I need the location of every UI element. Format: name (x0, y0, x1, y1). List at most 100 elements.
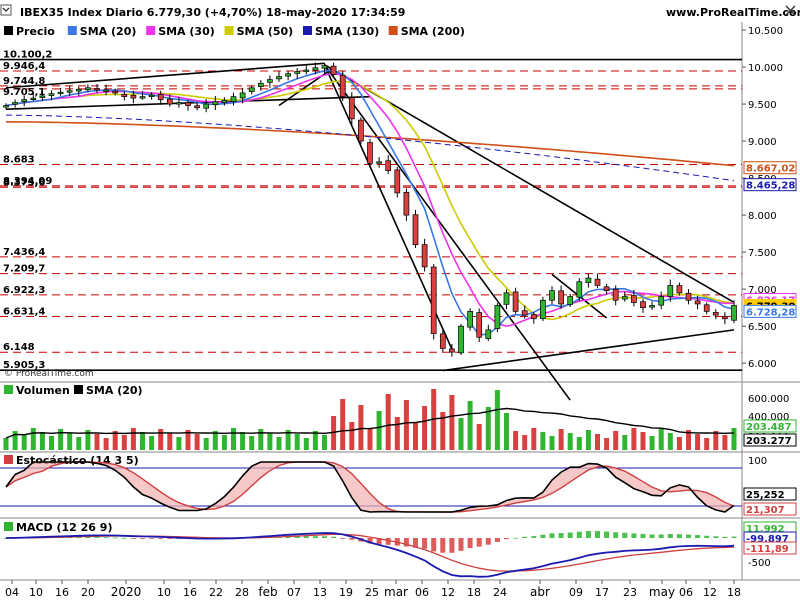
price-badge: 8.667,02 (746, 164, 795, 175)
x-tick-label: 12 (441, 586, 455, 599)
macd-histogram-bar (658, 534, 664, 538)
volume-bar (49, 436, 54, 450)
candle-body (476, 312, 483, 338)
macd-histogram-bar (631, 533, 637, 538)
volume-bar (149, 436, 155, 450)
macd-histogram-bar (595, 531, 600, 538)
candle-body (549, 290, 555, 301)
x-tick-label: 16 (183, 586, 197, 599)
stochastic-badge: 21,307 (746, 505, 785, 516)
x-tick-label: 07 (287, 586, 301, 599)
level-label: 7.436,4 (3, 247, 45, 258)
volume-bar (258, 429, 264, 450)
macd-histogram-bar (576, 531, 582, 538)
sma-line (5, 69, 735, 336)
trendline (323, 64, 571, 401)
macd-histogram-bar (130, 538, 136, 539)
macd-histogram-bar (622, 532, 628, 538)
macd-histogram-bar (640, 534, 646, 538)
macd-histogram-bar (303, 536, 309, 538)
legend-label: Precio (16, 25, 55, 38)
candle-body (39, 95, 46, 98)
candle-body (594, 278, 601, 286)
legend-label: MACD (12 26 9) (16, 521, 112, 534)
candle-body (358, 119, 364, 142)
x-tick-label: 10 (29, 586, 43, 599)
volume-bar (549, 436, 555, 450)
macd-histogram-bar (485, 538, 491, 545)
candle-body (439, 333, 446, 349)
candle-body (212, 101, 219, 106)
legend-swatch (4, 522, 13, 531)
volume-bar (140, 432, 145, 450)
volume-badge-box (743, 419, 797, 433)
macd-histogram-bar (158, 538, 164, 539)
macd-badge-box (743, 541, 797, 555)
x-tick-label: 23 (623, 586, 637, 599)
macd-histogram-bar (367, 538, 373, 544)
macd-histogram-bar (140, 538, 145, 539)
sma-line (5, 80, 735, 321)
candle-body (148, 94, 155, 98)
volume-bar (267, 433, 273, 450)
collapse-icon[interactable] (0, 4, 12, 16)
level-label: 9.705,1 (3, 87, 45, 98)
x-tick-label: 13 (313, 586, 327, 599)
candle-body (385, 160, 392, 172)
x-tick-label: 22 (209, 586, 223, 599)
volume-bar (112, 431, 118, 450)
stochastic-fill (6, 462, 734, 512)
close-icon[interactable] (785, 5, 796, 16)
volume-badge: 203.277 (746, 436, 792, 447)
candle-body (75, 88, 82, 92)
volume-bar (312, 431, 318, 450)
level-label: 8.394,09 (3, 176, 52, 187)
volume-bar (176, 437, 182, 450)
x-tick-label: 28 (235, 586, 249, 599)
candle-body (722, 315, 728, 320)
level-label: 7.209,7 (3, 264, 45, 275)
legend-swatch (74, 385, 83, 394)
volume-bar (221, 435, 227, 450)
macd-histogram-bar (704, 535, 710, 538)
legend-swatch (146, 26, 156, 35)
volume-bar (422, 406, 428, 450)
y-tick-label: 8.000 (748, 211, 777, 222)
macd-histogram-bar (676, 534, 682, 538)
candle-body (203, 103, 210, 109)
volume-bar (713, 431, 719, 450)
watermark: © ProRealTime.com (4, 369, 94, 379)
volume-bar (731, 428, 737, 450)
x-tick-label: may (649, 585, 675, 599)
x-tick-label: 16 (55, 586, 69, 599)
candle-body (694, 300, 701, 305)
level-label: 6.922,3 (3, 285, 45, 296)
candle-body (312, 67, 319, 71)
legend-swatch (67, 26, 77, 35)
volume-bar (158, 429, 164, 450)
y-tick-label: 10.500 (748, 26, 783, 37)
price-level-lines (0, 58, 742, 372)
trendline (323, 64, 453, 350)
macd-histogram-bar (340, 538, 346, 539)
candle-body (421, 244, 428, 268)
x-tick-label: 25 (365, 586, 379, 599)
candle-body (703, 304, 710, 312)
volume-bar (276, 437, 282, 450)
y-tick-label: 400.000 (748, 412, 789, 423)
volume-bar (376, 411, 382, 450)
y-tick-label: -500 (748, 558, 771, 569)
macd-histogram-bar (440, 538, 446, 553)
volume-sma-line (5, 407, 735, 439)
level-label: 9.946,4 (3, 61, 45, 72)
x-tick-label: mar (384, 585, 408, 599)
candle-body (658, 296, 665, 306)
macd-badge: -111,89 (746, 544, 789, 555)
volume-bar (613, 431, 619, 450)
macd-histogram-bar (467, 538, 473, 549)
volume-bar (667, 433, 673, 450)
macd-histogram-bar (585, 531, 591, 538)
volume-bar (194, 434, 200, 450)
